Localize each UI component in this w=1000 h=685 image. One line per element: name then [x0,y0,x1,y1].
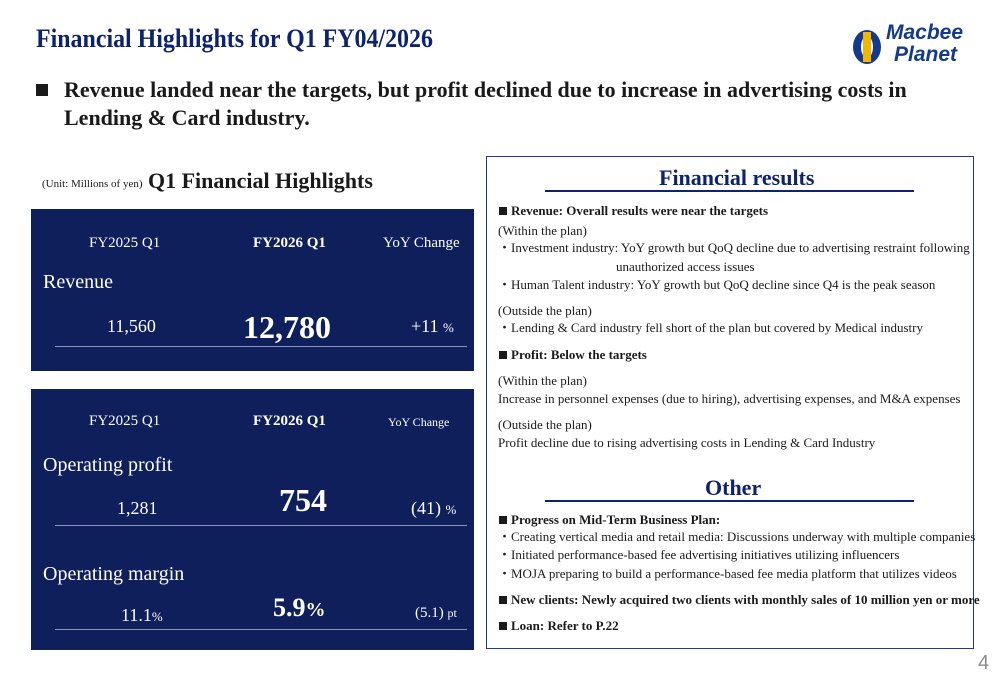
profit-heading: Profit: Below the targets [511,347,647,362]
divider [55,629,467,630]
revenue-curr: 12,780 [243,309,331,345]
operating-margin-yoy: (5.1) [415,605,444,621]
headline-bullet [36,84,48,96]
operating-margin-prev-unit: % [151,609,163,624]
operating-profit-yoy-unit: % [445,502,457,517]
bullet-square-icon [499,351,507,359]
col-header-yoy: YoY Change [388,415,450,429]
page-title: Financial Highlights for Q1 FY04/2026 [36,24,433,53]
bullet-square-icon [499,516,507,524]
macbee-planet-logo: Macbee Planet [850,22,985,70]
operating-profit-curr: 754 [279,482,327,518]
within-plan-label-2: (Within the plan) [498,373,588,388]
other-item-1: ・Creating vertical media and retail medi… [498,529,976,544]
results-box: Financial results Revenue: Overall resul… [486,156,980,649]
col-header-prev: FY2025 Q1 [89,235,161,251]
divider [55,346,467,347]
operating-margin-curr: 5.9 [273,593,306,622]
progress-heading: Progress on Mid-Term Business Plan: [511,512,721,527]
financial-results-title: Financial results [659,165,815,190]
revenue-heading: Revenue: Overall results were near the t… [511,203,769,218]
operating-margin-yoy-unit: pt [447,606,457,620]
within-plan-label: (Within the plan) [498,223,588,238]
loan-line: Loan: Refer to P.22 [511,618,619,633]
divider [55,525,467,526]
col-header-curr: FY2026 Q1 [253,413,326,429]
other-item-3: ・MOJA preparing to build a performance-b… [498,566,957,581]
new-clients-line: New clients: Newly acquired two clients … [511,592,980,607]
profit-panel: FY2025 Q1 FY2026 Q1 YoY Change Operating… [31,389,474,650]
operating-margin-label: Operating margin [43,563,185,585]
highlights-title: Q1 Financial Highlights [148,168,373,193]
headline: Revenue landed near the targets, but pro… [64,77,907,130]
other-item-2: ・Initiated performance-based fee adverti… [498,547,900,562]
page-number: 4 [978,652,990,674]
col-header-prev: FY2025 Q1 [89,413,161,429]
unit-note: (Unit: Millions of yen) [42,178,143,190]
bullet-square-icon [499,207,507,215]
investment-line1: ・Investment industry: YoY growth but QoQ… [498,240,970,255]
operating-profit-yoy: (41) [411,498,441,518]
revenue-prev: 11,560 [107,316,156,336]
revenue-yoy: +11 [411,316,439,336]
logo-mark-icon [853,30,881,64]
col-header-curr: FY2026 Q1 [253,235,326,251]
col-header-yoy: YoY Change [383,235,460,251]
title-underline [545,190,914,192]
title-underline [545,500,914,502]
personnel-line: Increase in personnel expenses (due to h… [498,391,961,406]
outside-plan-label-2: (Outside the plan) [498,417,592,432]
outside-plan-label: (Outside the plan) [498,303,592,318]
bullet-square-icon [499,596,507,604]
logo-text-line1: Macbee [886,21,964,44]
operating-profit-prev: 1,281 [117,498,158,518]
revenue-yoy-unit: % [442,320,454,335]
revenue-label: Revenue [43,271,113,293]
operating-profit-label: Operating profit [43,454,173,476]
investment-line2: unauthorized access issues [616,259,755,274]
other-title: Other [705,475,762,500]
logo-text-line2: Planet [894,43,958,66]
bullet-square-icon [499,622,507,630]
lending-line: ・Lending & Card industry fell short of t… [498,320,923,335]
operating-margin-prev: 11.1 [121,605,152,625]
revenue-panel: FY2025 Q1 FY2026 Q1 YoY Change Revenue 1… [31,209,474,371]
human-talent-line: ・Human Talent industry: YoY growth but Q… [498,277,936,292]
operating-margin-curr-unit: % [305,599,326,621]
profit-decline-line: Profit decline due to rising advertising… [498,435,876,450]
